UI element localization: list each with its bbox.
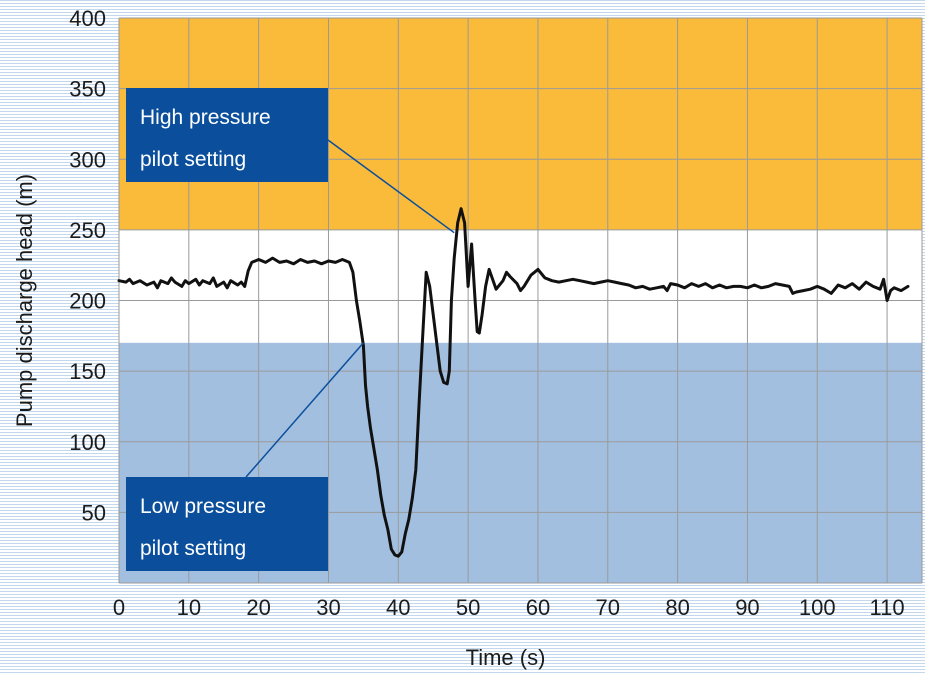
x-tick-label-20: 20 [246, 595, 270, 620]
y-tick-label-400: 400 [69, 6, 106, 31]
y-tick-label-200: 200 [69, 289, 106, 314]
low-pressure-callout-line2: pilot setting [140, 537, 246, 560]
x-tick-label-80: 80 [665, 595, 689, 620]
x-tick-label-70: 70 [596, 595, 620, 620]
x-axis-title: Time (s) [466, 645, 546, 670]
x-tick-label-40: 40 [386, 595, 410, 620]
x-tick-label-30: 30 [316, 595, 340, 620]
x-tick-label-0: 0 [113, 595, 125, 620]
high-pressure-callout-pointer [327, 139, 455, 234]
y-tick-label-50: 50 [82, 500, 106, 525]
y-tick-label-300: 300 [69, 147, 106, 172]
x-tick-label-60: 60 [526, 595, 550, 620]
tick-labels: 0 10 20 30 40 50 60 70 80 90 100 110 50 100 150 200 250 3… [69, 6, 904, 620]
normal-zone [119, 229, 922, 343]
x-tick-label-10: 10 [177, 595, 201, 620]
high-pressure-callout-box [126, 88, 328, 182]
callouts-group: High pressure pilot setting Low pressure pi… [126, 88, 455, 571]
low-pressure-callout-pointer [245, 342, 364, 478]
y-axis-title: Pump discharge head (m) [12, 174, 37, 427]
x-tick-label-110: 110 [870, 595, 905, 620]
y-tick-label-350: 350 [69, 77, 106, 102]
y-tick-label-250: 250 [69, 218, 106, 243]
series-line-0 [117, 207, 910, 558]
y-tick-label-100: 100 [69, 430, 106, 455]
series-group [117, 207, 910, 558]
x-tick-label-100: 100 [799, 595, 836, 620]
x-tick-label-90: 90 [735, 595, 759, 620]
x-tick-label-50: 50 [456, 595, 480, 620]
y-tick-label-150: 150 [69, 359, 106, 384]
low-pressure-callout-line1: Low pressure [140, 495, 266, 518]
high-pressure-callout-line2: pilot setting [140, 148, 246, 171]
high-pressure-callout-line1: High pressure [140, 106, 271, 129]
low-pressure-callout-box [126, 477, 328, 571]
